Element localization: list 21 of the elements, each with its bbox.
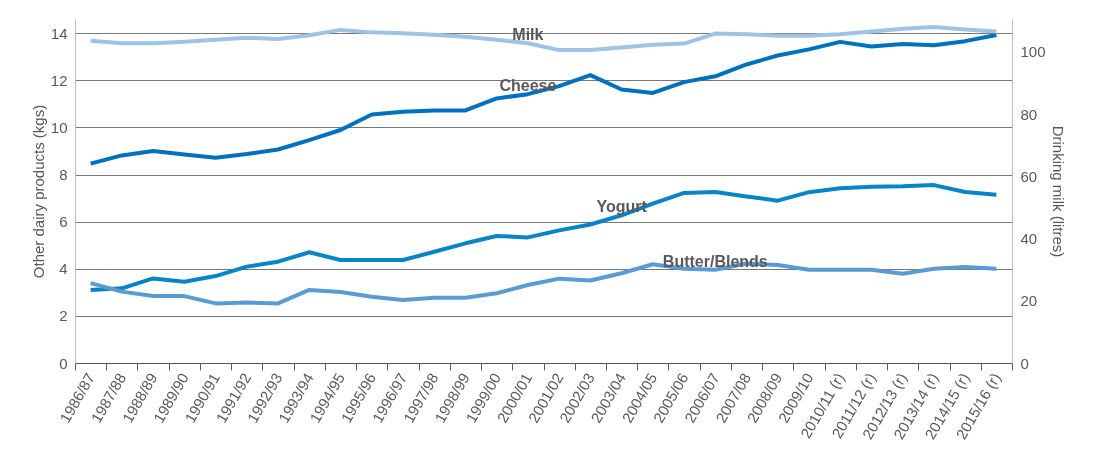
- series-label: Yogurt: [596, 198, 648, 216]
- y2-tick-label: 40: [1020, 230, 1038, 248]
- y2-tick-label: 100: [1020, 43, 1046, 61]
- y2-tick-label: 20: [1020, 292, 1038, 310]
- y2-axis-title: Drinking milk (litres): [1049, 125, 1067, 258]
- series-label: Butter/Blends: [662, 252, 768, 270]
- series-label: Cheese: [499, 77, 557, 95]
- y2-tick-label: 80: [1020, 105, 1038, 123]
- line-series: [88, 183, 999, 292]
- line-series: [88, 25, 999, 53]
- y-tick-label: 12: [50, 71, 68, 89]
- y-tick-label: 0: [59, 354, 68, 372]
- y-axis-title: Other dairy products (kgs): [29, 104, 47, 279]
- y-tick-label: 14: [50, 24, 68, 42]
- y-tick-label: 4: [59, 260, 68, 278]
- y-tick-label: 8: [59, 166, 68, 184]
- y-tick-label: 10: [50, 118, 68, 136]
- y2-tick-label: 60: [1020, 167, 1038, 185]
- y-tick-label: 2: [59, 307, 68, 325]
- y-tick-label: 6: [59, 213, 68, 231]
- y2-tick-label: 0: [1020, 354, 1029, 372]
